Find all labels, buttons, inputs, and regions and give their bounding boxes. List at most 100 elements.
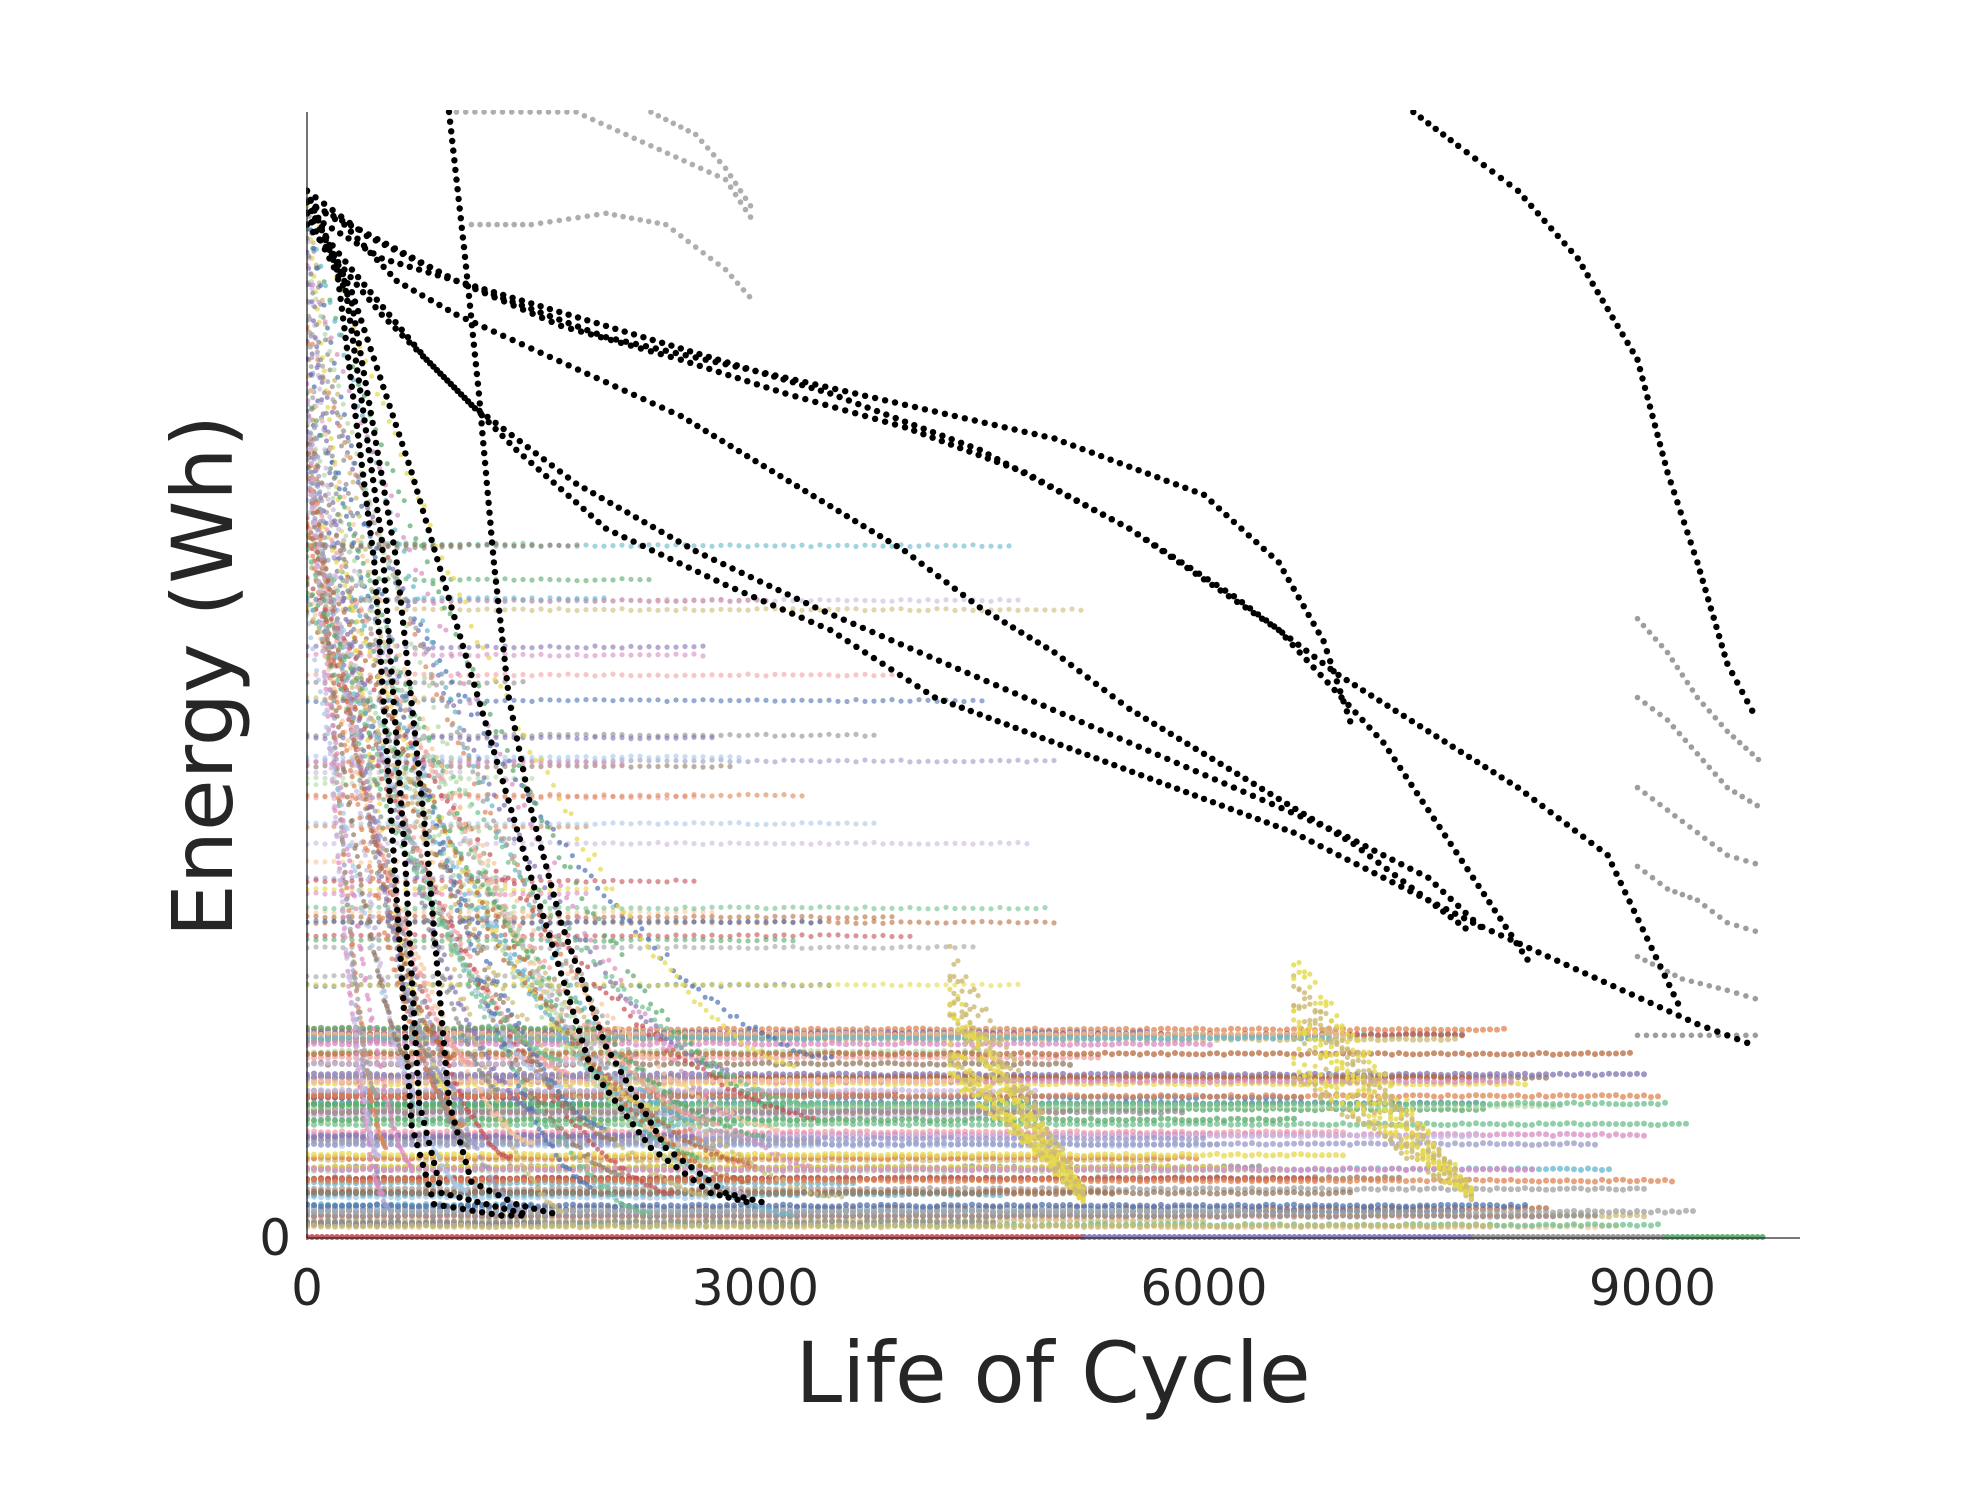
cell-point-low — [843, 1087, 849, 1094]
cell-point-low — [1578, 1141, 1584, 1148]
cell-point-low — [717, 1086, 723, 1093]
cell-point-low — [1508, 1186, 1514, 1193]
cell-point-low — [1298, 1120, 1304, 1127]
cell-point-low — [339, 1086, 345, 1093]
cell-point-low — [1550, 1186, 1556, 1193]
cell-point-low — [1487, 1120, 1493, 1127]
cell-point-low — [1431, 1121, 1437, 1128]
cell-point-low — [1599, 1130, 1605, 1137]
cell-point-low — [1522, 1081, 1528, 1088]
cell-point-low — [1543, 1186, 1549, 1193]
cell-point-low — [1641, 1132, 1647, 1139]
cell-point-low — [1473, 1120, 1479, 1127]
cell-point-low — [1130, 1121, 1136, 1128]
cell-point-low — [1249, 1122, 1255, 1128]
cell-point-low — [1515, 1121, 1521, 1128]
cell-point-low — [1557, 1070, 1563, 1077]
cell-point-low — [1550, 1165, 1556, 1172]
cell-point-low — [1529, 1142, 1535, 1148]
cell-point-low — [1613, 1071, 1619, 1078]
cell-point-low — [983, 1121, 989, 1128]
cell-point-low — [1578, 1185, 1584, 1192]
cell-point-low — [1606, 1070, 1612, 1077]
cell-point-low — [1634, 1120, 1640, 1127]
cell-point-low — [1361, 1185, 1367, 1192]
cell-point-low — [1494, 1026, 1500, 1033]
cell-point-low — [1200, 1141, 1206, 1148]
cell-point-low — [1305, 1120, 1311, 1127]
cell-point-low — [465, 1086, 471, 1093]
cell-point-low — [1298, 1140, 1304, 1147]
cell-point-low — [1592, 1120, 1598, 1127]
cell-point-low — [1557, 1185, 1563, 1192]
cell-point-low — [535, 1087, 541, 1093]
cell-point-low — [1494, 1185, 1500, 1192]
cell-point-low — [864, 1088, 870, 1094]
cell-point-low — [1165, 1141, 1171, 1148]
cell-point-low — [346, 1088, 352, 1095]
cell-point-low — [1571, 1131, 1577, 1138]
cell-point-low — [1256, 1025, 1262, 1032]
cell-point-low — [857, 1087, 863, 1094]
cell-point-low — [969, 1121, 975, 1128]
cell-point-low — [1620, 1132, 1626, 1139]
cell-point-low — [1634, 1070, 1640, 1077]
cell-point-low — [787, 1087, 793, 1094]
cell-point-low — [353, 1122, 359, 1128]
cell-point-low — [1340, 1140, 1346, 1147]
cell-point-low — [1235, 1025, 1241, 1032]
cell-point-low — [1648, 1121, 1654, 1128]
cell-point-low — [1466, 1121, 1472, 1128]
cell-point-low — [1438, 1122, 1444, 1128]
cell-point-low — [1375, 1026, 1381, 1033]
cell-point-low — [1515, 1140, 1521, 1147]
cell-point-low — [1340, 1120, 1346, 1127]
cell-point-low — [1550, 1140, 1556, 1147]
cell-point-low — [318, 1087, 324, 1094]
cell-point-low — [1487, 1026, 1493, 1033]
cell-point-low — [1501, 1186, 1507, 1192]
cell-point-low — [1494, 1131, 1500, 1138]
cell-point-low — [1445, 1186, 1451, 1193]
cell-point-low — [1389, 1026, 1395, 1033]
cell-point-low — [1529, 1186, 1535, 1193]
cell-point-low — [1543, 1166, 1549, 1173]
cell-point-low — [1116, 1141, 1122, 1148]
cell-point-low — [1599, 1120, 1605, 1127]
cell-point-low — [1011, 1141, 1017, 1148]
cell-point-low — [1662, 1121, 1668, 1128]
cell-point-low — [1508, 1141, 1514, 1147]
cell-point-low — [1508, 1070, 1514, 1077]
cell-point-low — [1599, 1185, 1605, 1192]
cell-point-low — [1354, 1140, 1360, 1147]
cell-point-low — [1564, 1071, 1570, 1078]
cell-point-low — [1179, 1141, 1185, 1148]
cell-point-low — [1515, 1186, 1521, 1193]
cell-point-low — [1487, 1140, 1493, 1147]
cell-point-low — [1137, 1141, 1143, 1148]
cell-point-low — [1396, 1185, 1402, 1192]
cell-point-low — [1592, 1131, 1598, 1138]
cell-point-low — [1487, 1071, 1493, 1078]
cell-point-low — [1627, 1185, 1633, 1192]
cell-point-low — [1536, 1186, 1542, 1193]
cell-point-low — [1627, 1131, 1633, 1138]
cell-point-low — [1480, 1121, 1486, 1128]
cell-point-low — [871, 1087, 877, 1094]
cell-point-low — [1620, 1121, 1626, 1127]
cell-point-low — [1396, 1026, 1402, 1032]
cell-point-low — [1214, 1141, 1220, 1148]
cell-point-low — [1256, 1121, 1262, 1128]
cell-point-low — [1207, 1141, 1213, 1148]
cell-point-low — [1466, 1026, 1472, 1033]
cell-point-low — [1207, 1185, 1213, 1192]
cell-point-low — [1228, 1141, 1234, 1148]
cell-point-low — [1228, 1025, 1234, 1032]
cell-point-low — [1564, 1130, 1570, 1137]
cell-point-low — [1494, 1141, 1500, 1148]
cell-point-low — [1585, 1070, 1591, 1077]
cell-point-low — [1130, 1141, 1136, 1147]
cell-point-low — [1529, 1131, 1535, 1138]
cell-point-low — [1480, 1186, 1486, 1192]
